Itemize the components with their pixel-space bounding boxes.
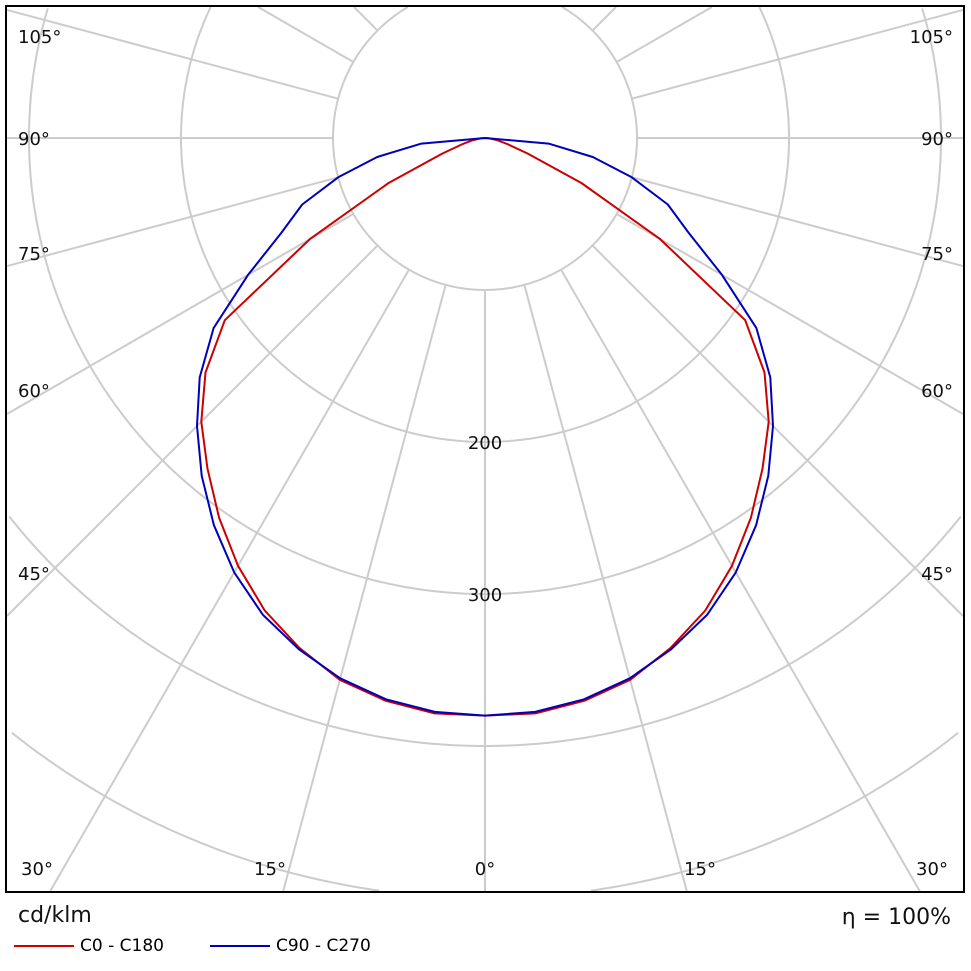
grid-circle-100 bbox=[332, 6, 638, 291]
legend-swatch-red bbox=[14, 945, 74, 947]
angle-label-right: 75° bbox=[921, 244, 953, 265]
grid-spoke-135 bbox=[591, 6, 617, 32]
grid-spoke-75 bbox=[631, 176, 964, 268]
grid-spoke-345 bbox=[282, 284, 447, 892]
angle-label-right: 45° bbox=[921, 564, 953, 585]
legend-label: C90 - C270 bbox=[276, 936, 371, 956]
grid-circle-500 bbox=[11, 732, 959, 892]
angle-label-left: 75° bbox=[18, 244, 50, 265]
grid-spoke-285 bbox=[6, 176, 339, 268]
legend-swatch-blue bbox=[210, 945, 270, 947]
angle-label-right: 90° bbox=[921, 129, 953, 150]
angle-label-right: 105° bbox=[910, 27, 953, 48]
legend-label: C0 - C180 bbox=[80, 936, 164, 956]
chart-frame bbox=[5, 5, 965, 893]
angle-label-bottom: 0° bbox=[475, 859, 495, 880]
grid-spoke-60 bbox=[616, 213, 964, 415]
efficiency-label: η = 100% bbox=[841, 905, 951, 930]
grid-spoke-255 bbox=[6, 8, 339, 100]
angle-label-bottom: 30° bbox=[916, 859, 948, 880]
curve-series-1 bbox=[196, 137, 774, 717]
grid-circle-400 bbox=[8, 515, 962, 747]
grid-circle-200 bbox=[180, 6, 790, 443]
grid-spoke-15 bbox=[523, 284, 688, 892]
radial-tick-label: 300 bbox=[468, 585, 502, 606]
grid-spoke-330 bbox=[49, 269, 410, 892]
grid-spoke-315 bbox=[6, 244, 379, 617]
grid-spoke-45 bbox=[591, 244, 964, 617]
angle-label-bottom: 15° bbox=[254, 859, 286, 880]
radial-tick-label: 200 bbox=[468, 433, 502, 454]
grid-spoke-300 bbox=[6, 213, 354, 415]
labels: 200 300 105° 105° 90° 90° 75° 75° 60° 60° 45° 45° 30… bbox=[18, 27, 953, 880]
angle-label-bottom: 15° bbox=[684, 859, 716, 880]
grid-spoke-225 bbox=[353, 6, 379, 32]
angle-label-left: 45° bbox=[18, 564, 50, 585]
curves bbox=[196, 137, 774, 717]
unit-label: cd/klm bbox=[18, 903, 92, 928]
legend-item-c90-c270: C90 - C270 bbox=[210, 936, 371, 956]
angle-label-left: 60° bbox=[18, 381, 50, 402]
angle-label-bottom: 30° bbox=[21, 859, 53, 880]
angle-label-left: 105° bbox=[18, 27, 61, 48]
angle-label-left: 90° bbox=[18, 129, 50, 150]
angle-label-right: 60° bbox=[921, 381, 953, 402]
grid-spoke-240 bbox=[257, 6, 354, 63]
legend-item-c0-c180: C0 - C180 bbox=[14, 936, 164, 956]
polar-grid bbox=[6, 6, 964, 892]
grid-circle-300 bbox=[28, 8, 942, 595]
grid-spoke-120 bbox=[616, 6, 713, 63]
grid-spoke-105 bbox=[631, 8, 964, 100]
grid-spoke-30 bbox=[560, 269, 921, 892]
